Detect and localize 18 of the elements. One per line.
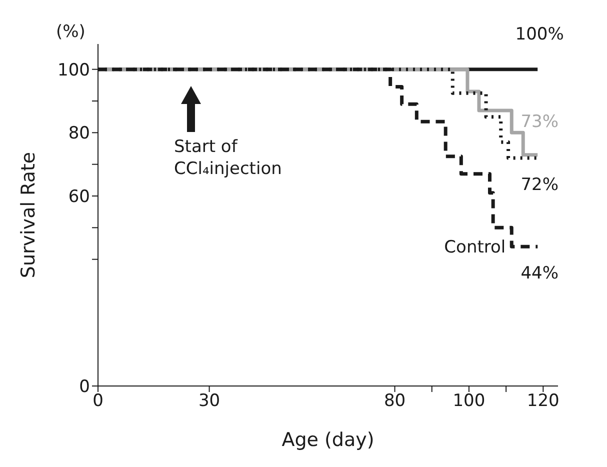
data-label: 73% <box>520 112 558 132</box>
series-label: Control <box>444 238 506 258</box>
x-tick-label: 100 <box>452 391 486 412</box>
annotation: Start of CCl₄injection <box>174 136 283 180</box>
y-axis-title: Survival Rate <box>18 152 40 278</box>
x-tick-label: 0 <box>92 391 104 412</box>
y-tick-label: 80 <box>68 124 90 144</box>
data-label: 72% <box>520 175 558 195</box>
data-label: 44% <box>520 264 558 284</box>
x-axis-title: Age (day) <box>282 429 374 451</box>
data-label: 100% <box>515 24 564 44</box>
y-tick-label: 0 <box>79 377 90 398</box>
y-tick-label: 100 <box>58 60 90 80</box>
text: (%) <box>56 22 86 42</box>
x-tick-label: 30 <box>198 391 220 412</box>
y-tick-label: 60 <box>68 187 90 208</box>
x-tick-label: 80 <box>384 391 406 412</box>
x-tick-label: 120 <box>526 391 560 412</box>
